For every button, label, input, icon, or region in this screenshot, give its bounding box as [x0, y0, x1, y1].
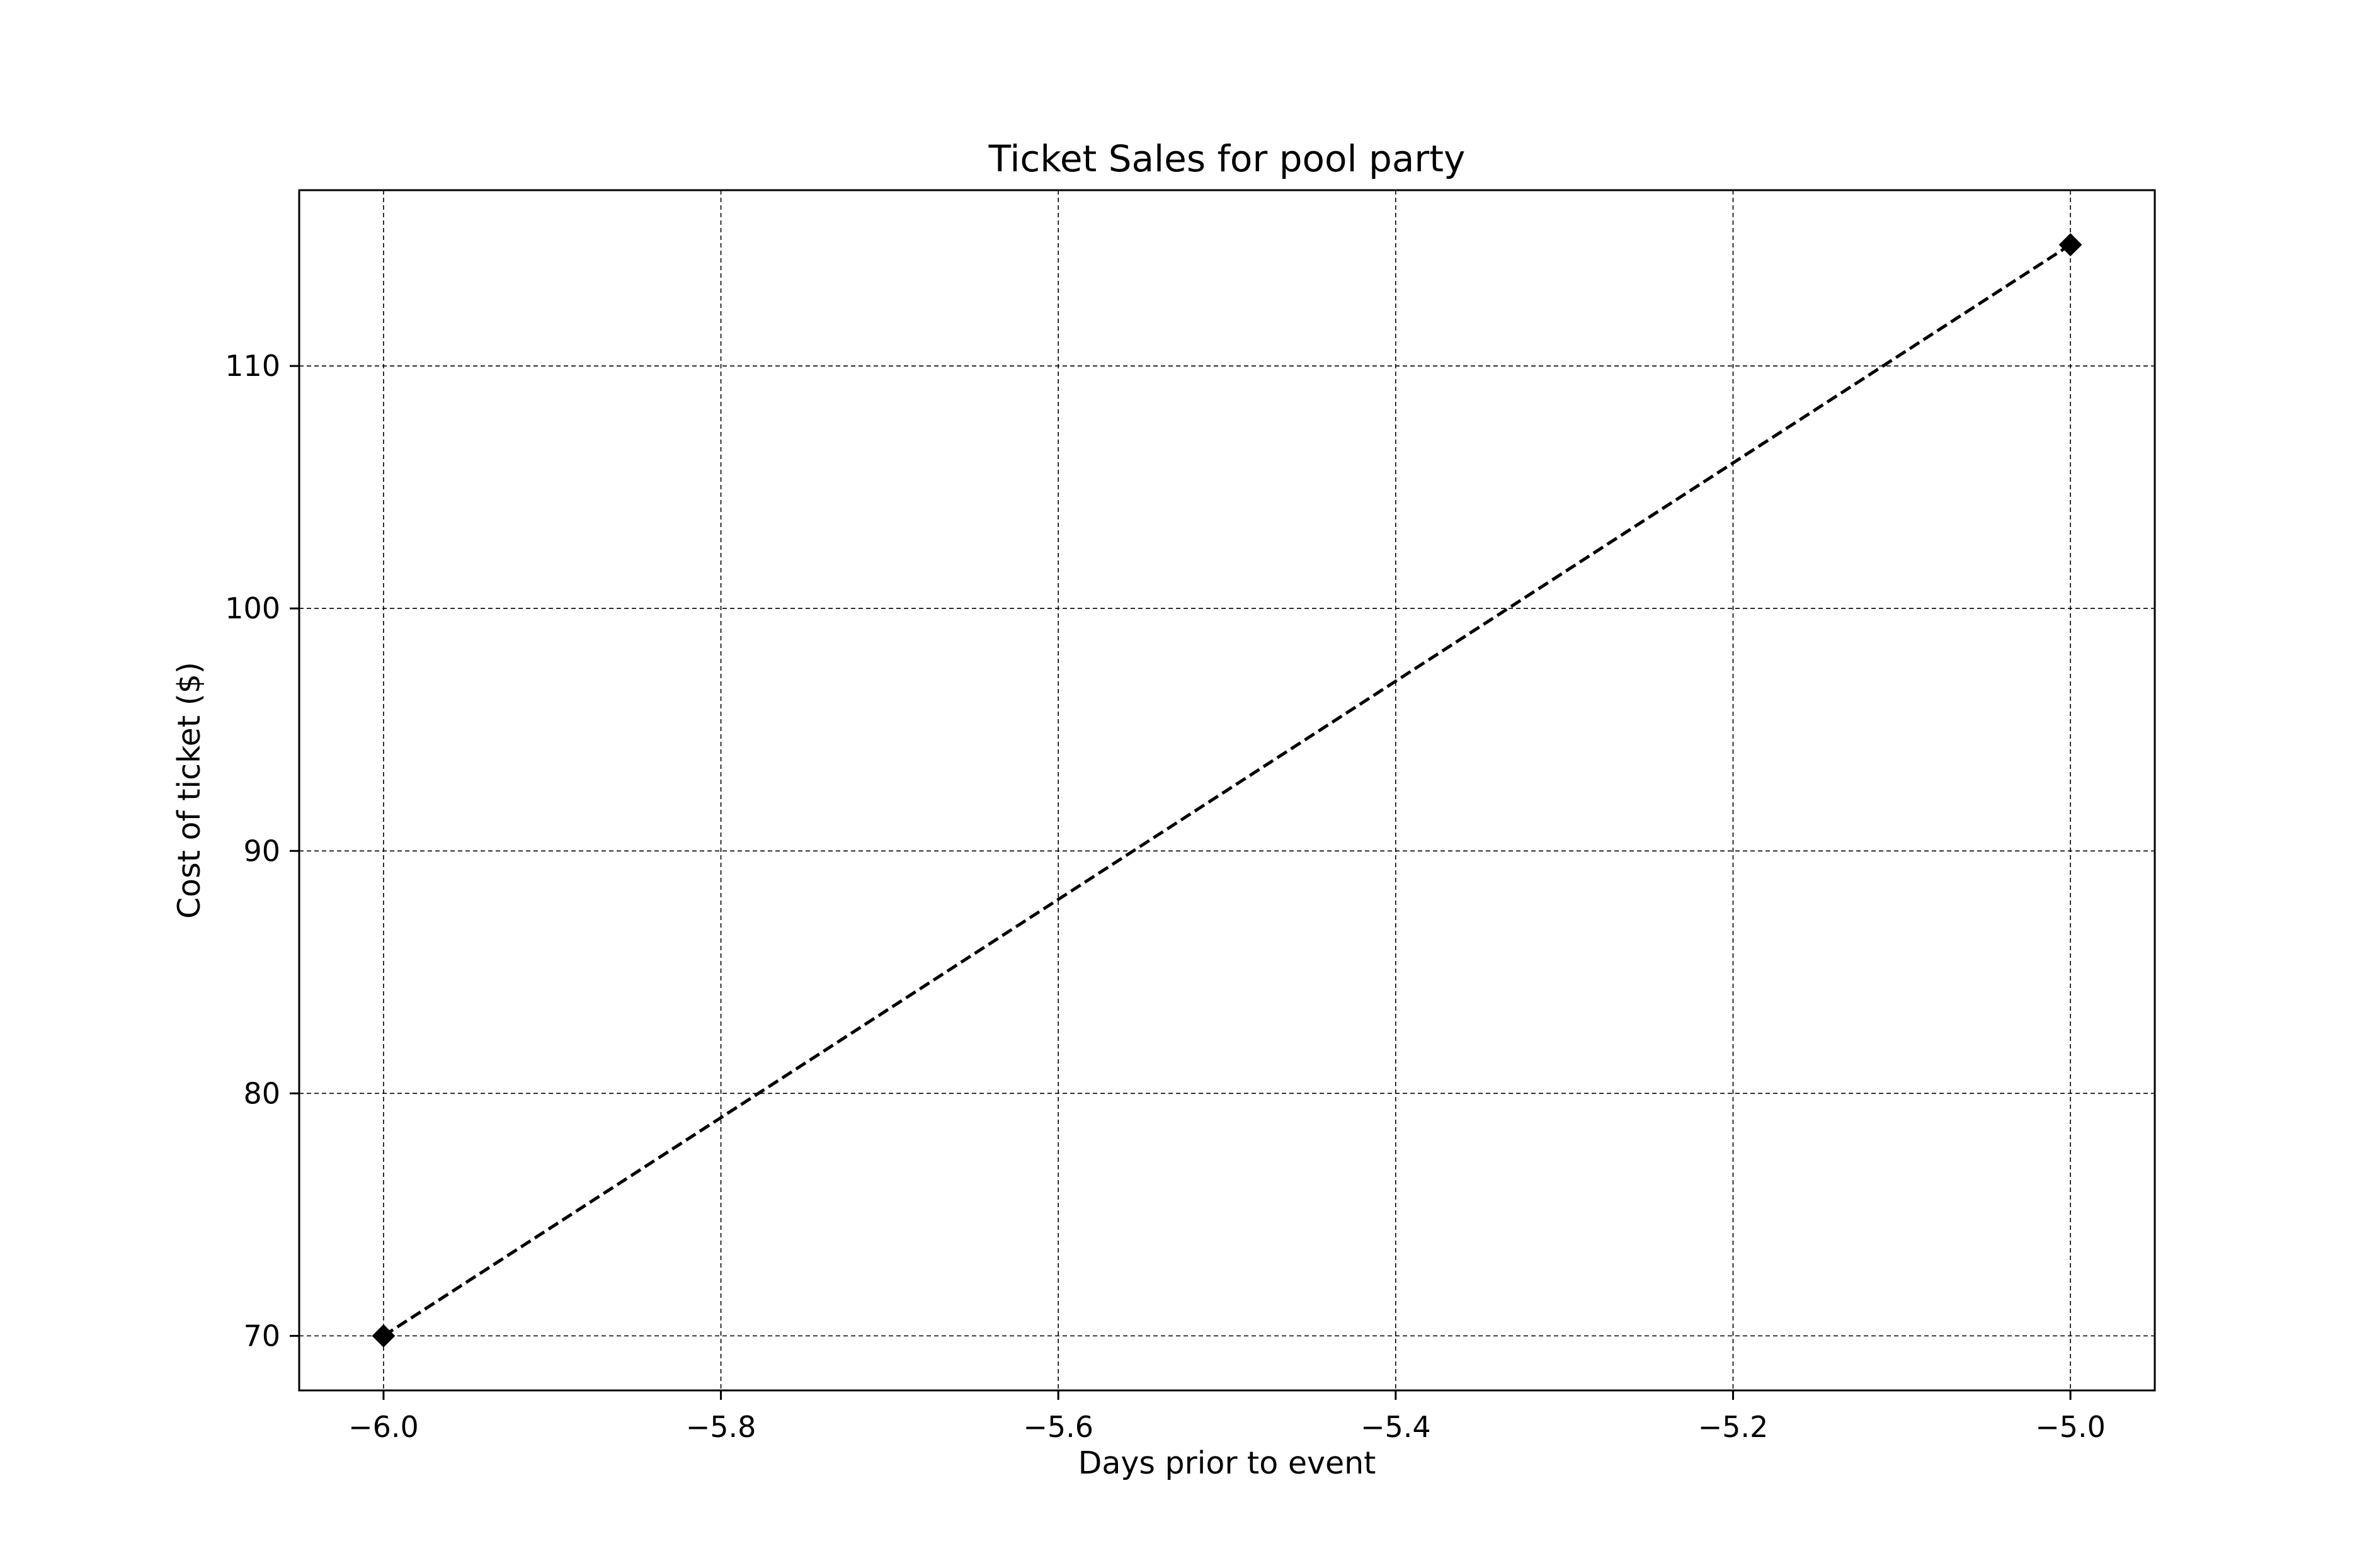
y-tick-label: 90: [243, 834, 280, 868]
y-axis: 70 80 90 100 110: [225, 349, 299, 1353]
x-axis: −6.0 −5.8 −5.6 −5.4 −5.2 −5.0: [348, 1390, 2106, 1444]
x-tick-label: −5.2: [1698, 1410, 1769, 1444]
data-point-marker: [372, 1324, 396, 1348]
y-axis-title: Cost of ticket ($): [171, 662, 207, 919]
chart-title: Ticket Sales for pool party: [988, 137, 1466, 180]
plot-frame: [298, 189, 2156, 1392]
x-tick-label: −5.0: [2035, 1410, 2106, 1444]
x-axis-title: Days prior to event: [1078, 1445, 1376, 1481]
x-tick-label: −5.6: [1023, 1410, 1093, 1444]
y-tick-label: 110: [225, 349, 280, 383]
y-tick-label: 70: [243, 1319, 280, 1353]
series-line: [382, 243, 2072, 1338]
x-tick-label: −6.0: [348, 1410, 419, 1444]
grid: [299, 190, 2155, 1390]
x-tick-label: −5.8: [686, 1410, 756, 1444]
x-tick-label: −5.4: [1361, 1410, 1431, 1444]
y-tick-label: 80: [243, 1076, 280, 1110]
series-layer: [372, 233, 2082, 1348]
data-point-marker: [2058, 233, 2082, 257]
y-tick-label: 100: [225, 591, 280, 625]
